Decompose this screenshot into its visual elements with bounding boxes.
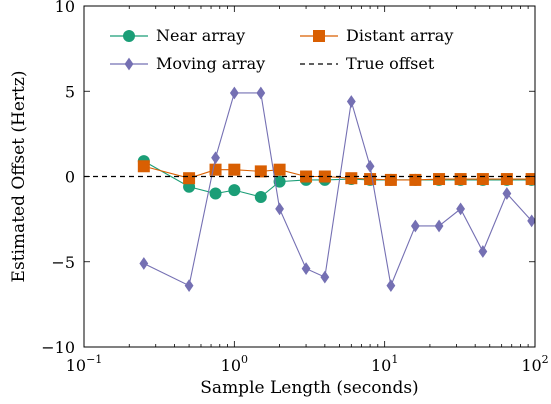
- y-tick-label: 0: [65, 168, 75, 187]
- x-axis-label: Sample Length (seconds): [200, 378, 418, 398]
- moving-array-point: [478, 245, 488, 258]
- legend-label: Distant array: [346, 26, 453, 45]
- moving-array-point: [139, 257, 149, 270]
- distant-array-point: [183, 172, 196, 185]
- ticks: 10−1 100 101 102 10 5 0 −5 −10: [41, 0, 548, 375]
- moving-array-point: [386, 279, 396, 292]
- distant-array-point: [500, 173, 513, 186]
- moving-array-point: [320, 270, 330, 284]
- x-tick-label: 100: [221, 353, 248, 375]
- distant-array-point: [273, 163, 286, 176]
- x-tick-label: 10−1: [66, 353, 103, 375]
- legend-label: Moving array: [156, 54, 265, 73]
- y-tick-label: 10: [55, 0, 75, 16]
- moving-array-point: [527, 214, 535, 228]
- distant-array-line: [143, 165, 532, 181]
- moving-array-point: [184, 279, 194, 292]
- near-array-point: [209, 187, 222, 200]
- moving-array-point: [229, 86, 239, 100]
- legend: Near array Distant array Moving array True …: [98, 19, 482, 79]
- moving-array-point: [256, 86, 266, 100]
- moving-array-point: [502, 187, 512, 200]
- y-tick-label: −10: [41, 338, 75, 357]
- moving-array-point: [346, 95, 356, 108]
- moving-array-point: [434, 219, 444, 233]
- legend-label: True offset: [346, 54, 435, 73]
- distant-array-point: [476, 173, 489, 186]
- near-array-point: [228, 184, 241, 197]
- x-tick-label: 101: [371, 353, 398, 375]
- plot-area: [84, 86, 535, 292]
- legend-label: Near array: [156, 26, 245, 45]
- legend-item-true-offset: True offset: [300, 54, 435, 73]
- legend-marker: [313, 30, 325, 42]
- y-axis-label: Estimated Offset (Hertz): [9, 71, 29, 283]
- distant-array-point: [525, 173, 535, 186]
- y-tick-label: −5: [51, 253, 75, 272]
- distant-array-point: [254, 165, 267, 178]
- near-array-point: [254, 190, 267, 203]
- moving-array-point: [211, 151, 220, 165]
- moving-array-point: [410, 219, 420, 233]
- distant-array-point: [384, 173, 397, 186]
- distant-array-point: [454, 173, 467, 186]
- moving-array-point: [301, 262, 311, 275]
- moving-array-line: [143, 92, 533, 288]
- distant-array-point: [209, 163, 222, 176]
- legend-marker: [123, 30, 135, 42]
- x-tick-label: 102: [521, 353, 548, 375]
- distant-array-point: [433, 173, 446, 186]
- distant-array-point: [137, 160, 150, 173]
- distant-array-point: [345, 172, 358, 185]
- near-array-point: [273, 175, 286, 188]
- legend-marker: [124, 57, 134, 71]
- legend-item-distant-array: Distant array: [300, 26, 453, 45]
- distant-array-point: [364, 173, 377, 186]
- moving-array-point: [456, 202, 466, 216]
- legend-item-moving-array: Moving array: [110, 54, 265, 73]
- moving-array-point: [365, 159, 375, 173]
- distant-array-point: [228, 163, 241, 176]
- legend-box: [98, 19, 482, 79]
- y-tick-label: 5: [65, 82, 75, 101]
- moving-array-point: [275, 202, 284, 216]
- distant-array-point: [409, 173, 422, 186]
- legend-item-near-array: Near array: [110, 26, 245, 45]
